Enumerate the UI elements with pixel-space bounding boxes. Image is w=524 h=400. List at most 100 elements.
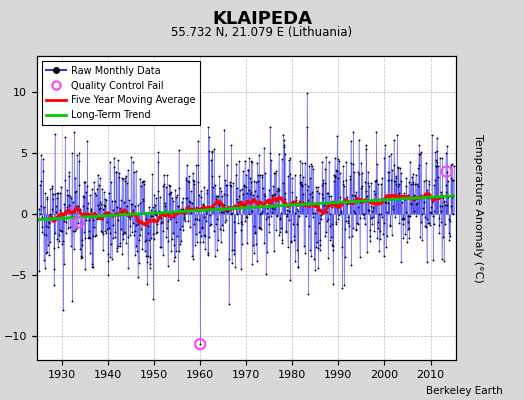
Point xyxy=(224,301,233,307)
Point xyxy=(163,262,172,269)
Point xyxy=(225,256,233,262)
Point xyxy=(407,201,415,208)
Point xyxy=(132,222,140,228)
Point xyxy=(233,196,242,202)
Point xyxy=(376,228,385,234)
Point xyxy=(132,243,140,249)
Point xyxy=(179,226,188,233)
Point xyxy=(53,190,61,196)
Point xyxy=(368,205,377,211)
Point xyxy=(302,187,311,194)
Point xyxy=(213,216,221,222)
Point xyxy=(89,233,97,239)
Point xyxy=(79,203,87,210)
Point xyxy=(158,219,167,225)
Point xyxy=(41,190,49,196)
Point xyxy=(320,180,329,186)
Point xyxy=(328,242,336,248)
Point xyxy=(421,160,430,166)
Point xyxy=(263,205,271,212)
Point xyxy=(116,240,124,246)
Point xyxy=(203,250,212,256)
Point xyxy=(126,200,135,207)
Point xyxy=(378,214,386,220)
Point xyxy=(284,172,292,179)
Point xyxy=(279,180,287,186)
Point xyxy=(64,173,73,179)
Point xyxy=(304,223,313,230)
Point xyxy=(449,211,457,217)
Point xyxy=(174,147,183,153)
Point xyxy=(220,191,228,198)
Point xyxy=(268,209,276,215)
Point xyxy=(403,213,412,220)
Point xyxy=(449,177,457,184)
Point xyxy=(177,207,185,214)
Point xyxy=(81,179,89,185)
Point xyxy=(222,208,230,214)
Point xyxy=(100,189,108,196)
Point xyxy=(335,157,343,164)
Point xyxy=(223,182,232,188)
Point xyxy=(355,170,363,177)
Point xyxy=(302,212,310,219)
Point xyxy=(194,138,202,144)
Point xyxy=(137,183,146,190)
Point xyxy=(274,184,282,191)
Point xyxy=(201,246,209,252)
Point xyxy=(338,285,346,291)
Point xyxy=(374,224,382,231)
Point xyxy=(232,205,240,211)
Point xyxy=(268,205,277,212)
Point xyxy=(303,89,311,96)
Point xyxy=(215,173,224,179)
Point xyxy=(313,206,321,213)
Point xyxy=(252,188,260,194)
Point xyxy=(187,210,195,216)
Point xyxy=(310,229,319,236)
Point xyxy=(98,216,106,222)
Point xyxy=(92,214,101,220)
Point xyxy=(265,228,273,235)
Point xyxy=(63,192,72,198)
Point xyxy=(103,218,111,225)
Point xyxy=(229,180,237,186)
Point xyxy=(196,341,204,347)
Point xyxy=(258,174,267,180)
Point xyxy=(219,192,227,199)
Point xyxy=(247,159,256,166)
Point xyxy=(138,246,146,252)
Point xyxy=(347,262,356,268)
Point xyxy=(212,192,221,199)
Point xyxy=(170,242,178,248)
Point xyxy=(259,202,267,208)
Point xyxy=(445,233,454,240)
Point xyxy=(323,218,332,224)
Point xyxy=(194,179,202,185)
Point xyxy=(86,250,94,256)
Point xyxy=(47,212,56,218)
Point xyxy=(410,208,418,215)
Point xyxy=(427,204,435,210)
Point xyxy=(399,234,407,241)
Point xyxy=(379,231,388,238)
Point xyxy=(440,198,449,205)
Point xyxy=(190,180,198,187)
Point xyxy=(362,142,370,148)
Point xyxy=(91,213,99,219)
Point xyxy=(255,225,264,231)
Point xyxy=(156,213,164,220)
Point xyxy=(300,160,309,166)
Point xyxy=(121,178,129,184)
Point xyxy=(41,223,50,230)
Point xyxy=(226,182,235,189)
Point xyxy=(212,196,220,202)
Point xyxy=(359,211,367,217)
Point xyxy=(52,195,61,202)
Point xyxy=(368,221,376,228)
Point xyxy=(364,180,372,187)
Point xyxy=(361,221,369,228)
Point xyxy=(48,182,57,189)
Point xyxy=(244,167,252,174)
Point xyxy=(318,191,326,197)
